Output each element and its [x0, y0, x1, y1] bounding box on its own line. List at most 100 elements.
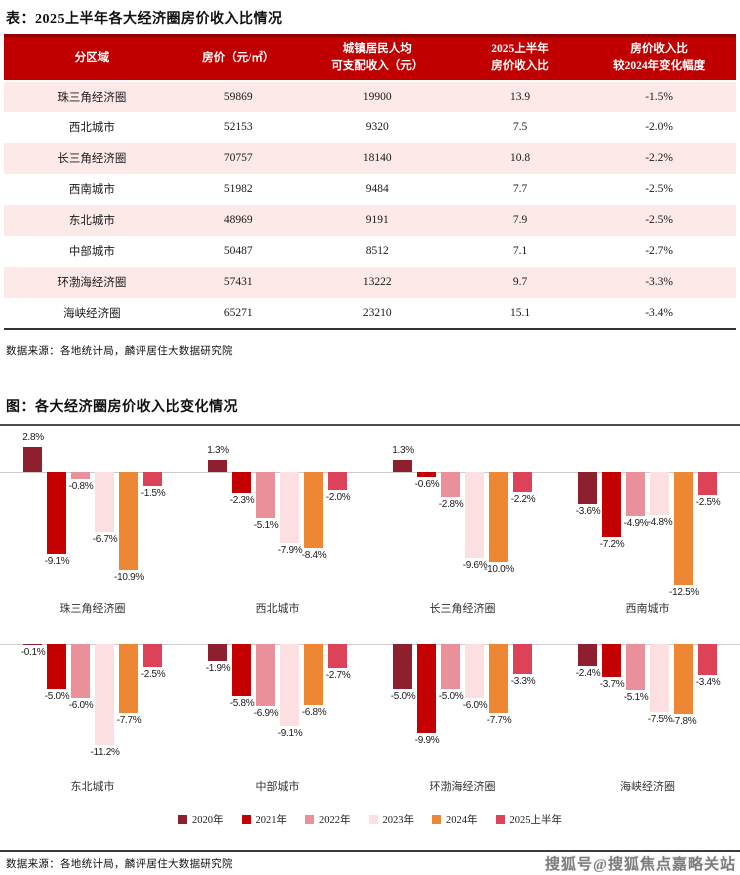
- bar-2024年: [304, 471, 323, 548]
- bar-2023年: [650, 643, 669, 712]
- bar-2020年: [578, 643, 597, 666]
- cell-change: -2.2%: [645, 152, 674, 164]
- legend-label: 2021年: [255, 815, 288, 826]
- watermark: 搜狐号@搜狐焦点嘉略关站: [545, 857, 736, 873]
- cell-price: 52153: [223, 121, 253, 133]
- cell-change: -2.5%: [645, 183, 674, 195]
- cell-income: 8512: [365, 245, 389, 257]
- cell-ratio: 15.1: [509, 306, 531, 319]
- bar-value-label: -9.1%: [277, 727, 303, 739]
- cell-price: 70757: [223, 152, 253, 164]
- bar-value-label: -0.8%: [68, 480, 94, 492]
- cell-price: 57431: [223, 276, 253, 288]
- cell-ratio: 10.8: [509, 152, 531, 164]
- bar-2024年: [674, 471, 693, 585]
- table-source: 数据来源：各地统计局，麟评居住大数据研究院: [6, 345, 233, 357]
- table-row: 东北城市 48969 9191 7.9 -2.5%: [4, 204, 736, 236]
- ratio-table: 分区域 房价（元/㎡） 城镇居民人均 可支配收入（元） 2025上半年 房价收入比 房价收入…: [4, 34, 736, 330]
- table-row: 环渤海经济圈 57431 13222 9.7 -3.3%: [4, 266, 736, 298]
- mini-chart-1: 2.8% -9.1% -0.8% -6.7% -10.9% -1.5% 珠三角经济圈: [0, 426, 185, 628]
- cell-income: 9320: [365, 121, 389, 133]
- bar-value-label: -1.9%: [205, 662, 231, 674]
- legend-swatch: [368, 815, 378, 824]
- chart-title: 图：各大经济圈房价收入比变化情况: [6, 399, 238, 415]
- chart-row-1: 2.8% -9.1% -0.8% -6.7% -10.9% -1.5% 珠三角经济圈 1.3%…: [0, 426, 740, 628]
- bar-value-label: -9.9%: [414, 734, 440, 746]
- bar-2024年: [489, 471, 508, 562]
- chart-category-label: 环渤海经济圈: [429, 780, 496, 793]
- bar-value-label: -9.6%: [462, 559, 488, 571]
- bar-value-label: -3.6%: [575, 505, 601, 517]
- bar-2020年: [208, 643, 227, 661]
- bar-value-label: -5.1%: [623, 691, 649, 703]
- legend-swatch: [305, 815, 314, 824]
- cell-price: 50487: [223, 245, 253, 257]
- table-header-row: 分区域 房价（元/㎡） 城镇居民人均 可支配收入（元） 2025上半年 房价收入比 房价收入…: [4, 35, 736, 81]
- bar-2022年: [71, 471, 90, 479]
- bar-2022年: [256, 471, 275, 518]
- bar-2023年: [95, 643, 114, 745]
- divider-top: [0, 423, 740, 426]
- bar-value-label: -6.9%: [253, 707, 279, 719]
- bar-value-label: -3.7%: [599, 678, 625, 690]
- bar-value-label: -3.3%: [510, 675, 536, 687]
- bar-value-label: -8.4%: [301, 549, 327, 561]
- table-row: 珠三角经济圈 59869 19900 13.9 -1.5%: [4, 80, 736, 112]
- cell-income: 18140: [362, 152, 392, 164]
- bar-2021年: [232, 643, 251, 696]
- cell-price: 51982: [223, 183, 253, 195]
- mini-chart-4: -3.6% -7.2% -4.9% -4.8% -12.5% -2.5% 西南城市: [555, 426, 740, 628]
- legend-item: 2020年: [178, 812, 224, 827]
- bar-2025上半年: [328, 471, 347, 490]
- chart-category-label: 中部城市: [255, 780, 300, 793]
- bar-2023年: [465, 471, 484, 558]
- bar-value-label: -5.8%: [229, 697, 255, 709]
- cell-income: 13222: [362, 276, 392, 288]
- cell-change: -1.5%: [645, 90, 674, 103]
- bar-value-label: -7.2%: [599, 538, 625, 550]
- bar-value-label: -2.2%: [510, 493, 536, 505]
- bar-value-label: -6.0%: [68, 699, 94, 711]
- bar-2021年: [417, 471, 436, 477]
- legend-swatch: [241, 815, 251, 824]
- cell-change: -2.7%: [645, 245, 674, 257]
- cell-income: 9191: [365, 214, 389, 226]
- bar-2022年: [256, 643, 275, 706]
- bar-value-label: -2.5%: [140, 668, 166, 680]
- legend-swatch: [178, 815, 187, 824]
- bar-value-label: -2.8%: [438, 498, 464, 510]
- bar-value-label: -5.0%: [44, 690, 70, 702]
- bar-2025上半年: [513, 471, 532, 492]
- bar-value-label: -5.1%: [253, 519, 279, 531]
- table-title: 表：2025上半年各大经济圈房价收入比情况: [6, 12, 283, 27]
- bar-value-label: -1.5%: [140, 487, 166, 499]
- cell-region: 环渤海经济圈: [57, 277, 127, 289]
- cell-ratio: 7.7: [512, 183, 528, 195]
- bar-2020年: [208, 459, 227, 472]
- bar-value-label: -6.0%: [462, 699, 488, 711]
- footer: 数据来源：各地统计局，麟评居住大数据研究院 搜狐号@搜狐焦点嘉略关站: [0, 850, 740, 875]
- bar-2021年: [602, 471, 621, 537]
- bar-value-label: -3.4%: [695, 676, 721, 688]
- bar-value-label: -5.0%: [438, 690, 464, 702]
- chart-category-label: 东北城市: [70, 780, 115, 793]
- bar-value-label: -4.8%: [647, 516, 673, 528]
- bar-2021年: [232, 471, 251, 493]
- bar-2020年: [23, 643, 42, 645]
- bar-2022年: [441, 471, 460, 497]
- cell-change: -2.5%: [645, 214, 674, 226]
- bar-value-label: -4.9%: [623, 517, 649, 529]
- bar-2023年: [650, 471, 669, 515]
- bar-value-label: 1.3%: [207, 444, 229, 456]
- bar-value-label: -2.5%: [695, 496, 721, 508]
- chart-category-label: 珠三角经济圈: [59, 602, 126, 615]
- legend-item: 2021年: [241, 812, 288, 827]
- cell-region: 中部城市: [68, 246, 115, 258]
- mini-chart-3: 1.3% -0.6% -2.8% -9.6% -10.0% -2.2% 长三角经济圈: [370, 426, 555, 628]
- cell-price: 59869: [223, 90, 253, 103]
- cell-region: 珠三角经济圈: [57, 91, 127, 104]
- column-header: 房价收入比 较2024年变化幅度: [613, 43, 706, 73]
- bar-2025上半年: [698, 643, 717, 675]
- cell-ratio: 9.7: [512, 276, 528, 288]
